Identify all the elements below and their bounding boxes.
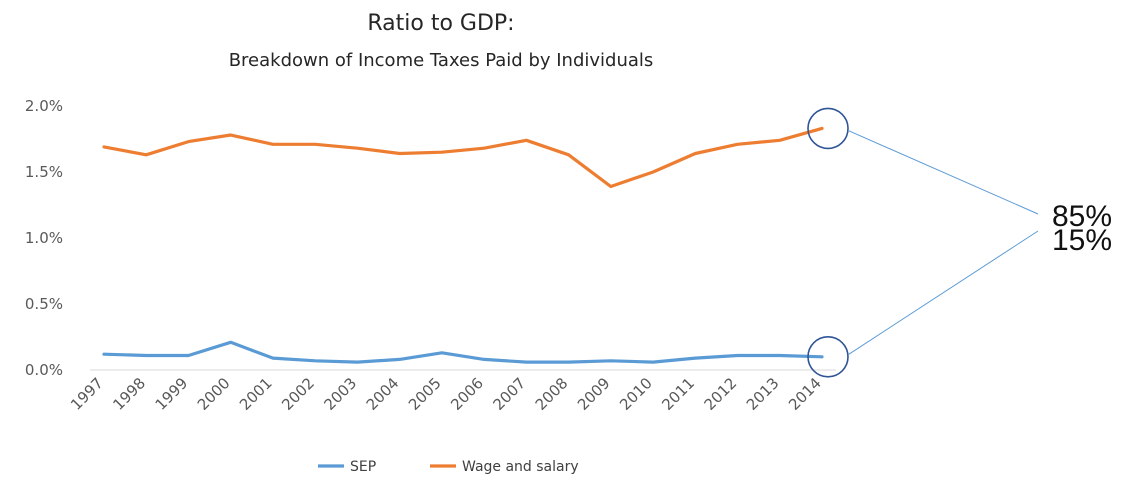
x-tick-label: 2002 <box>278 374 318 414</box>
series-line-wage-and-salary <box>102 126 824 189</box>
callout-leader-line <box>847 230 1039 356</box>
x-tick-label: 2005 <box>405 374 445 414</box>
y-tick-label: 1.5% <box>25 163 63 181</box>
x-tick-label: 1999 <box>152 374 192 414</box>
series-group <box>102 126 824 364</box>
x-tick-label: 2006 <box>447 374 487 414</box>
x-tick-label: 2007 <box>489 374 529 414</box>
x-tick-label: 2012 <box>701 374 741 414</box>
x-tick-label: 2010 <box>616 374 656 414</box>
y-tick-label: 0.5% <box>25 295 63 313</box>
y-tick-label: 0.0% <box>25 361 63 379</box>
x-tick-label: 2003 <box>321 374 361 414</box>
x-tick-label: 2011 <box>658 374 698 414</box>
callout-leader-line <box>847 129 1039 215</box>
y-tick-label: 1.0% <box>25 229 63 247</box>
x-tick-label: 2014 <box>785 374 825 414</box>
x-tick-label: 2008 <box>532 374 572 414</box>
legend-label: Wage and salary <box>462 459 579 475</box>
x-tick-label: 2009 <box>574 374 614 414</box>
x-tick-label: 2004 <box>363 374 403 414</box>
x-tick-label: 2001 <box>236 374 276 414</box>
x-tick-label: 1997 <box>67 374 107 414</box>
series-line-sep <box>102 340 824 364</box>
y-tick-label: 2.0% <box>25 97 63 115</box>
legend-label: SEP <box>350 459 376 475</box>
x-tick-label: 2013 <box>743 374 783 414</box>
callout-label: 85% <box>1052 200 1112 233</box>
legend: SEP Wage and salary <box>318 459 579 475</box>
x-tick-label: 1998 <box>109 374 149 414</box>
callout-circle <box>807 107 849 150</box>
chart-subtitle: Breakdown of Income Taxes Paid by Indivi… <box>229 50 654 71</box>
callout-label: 15% <box>1052 224 1112 257</box>
x-axis: 1997 1998 1999 2000 2001 2002 2003 2004 2005 2006… <box>67 374 825 414</box>
y-axis: 0.0% 0.5% 1.0% 1.5% 2.0% <box>25 97 63 379</box>
callout-circle <box>807 335 849 378</box>
chart-title: Ratio to GDP: <box>367 11 514 36</box>
callouts: 85%15% <box>807 107 1112 378</box>
x-tick-label: 2000 <box>194 374 234 414</box>
